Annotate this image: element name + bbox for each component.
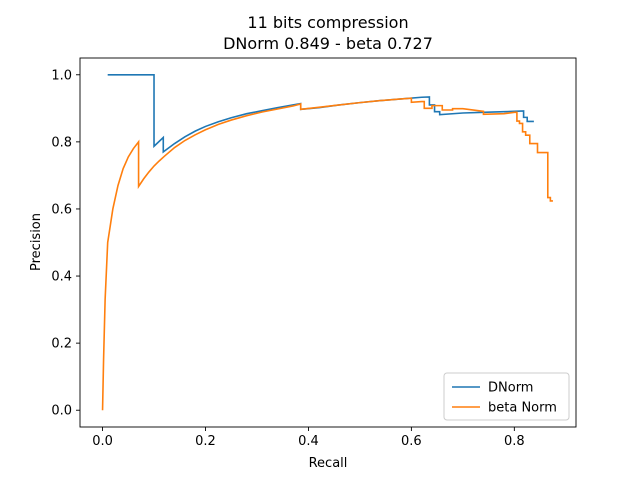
chart-title-line2: DNorm 0.849 - beta 0.727 [223,34,433,53]
y-tick-label: 1.0 [51,68,72,83]
chart-title-line1: 11 bits compression [247,13,408,32]
x-tick-label: 0.0 [92,434,113,449]
y-tick-label: 0.8 [51,135,72,150]
y-axis-label: Precision [29,213,44,271]
y-tick-label: 0.0 [51,404,72,419]
series-line-beta-norm [101,97,553,411]
plot-area: 0.0 0.2 0.4 0.6 0.8 0.0 0.2 0.4 0.6 0.8 1.0 DNorm be… [51,57,577,449]
legend-box [443,372,570,421]
x-tick-label: 0.8 [504,434,525,449]
x-tick-label: 0.2 [195,434,216,449]
x-tick-label: 0.4 [298,434,319,449]
y-tick-label: 0.4 [51,270,72,285]
y-tick-label: 0.2 [51,337,72,352]
y-tick-label: 0.6 [51,202,72,217]
x-axis-label: Recall [309,456,348,471]
axes-frame [79,57,577,428]
x-tick-label: 0.6 [401,434,422,449]
legend-label-dnorm: DNorm [488,381,533,396]
legend-label-beta-norm: beta Norm [488,401,557,416]
